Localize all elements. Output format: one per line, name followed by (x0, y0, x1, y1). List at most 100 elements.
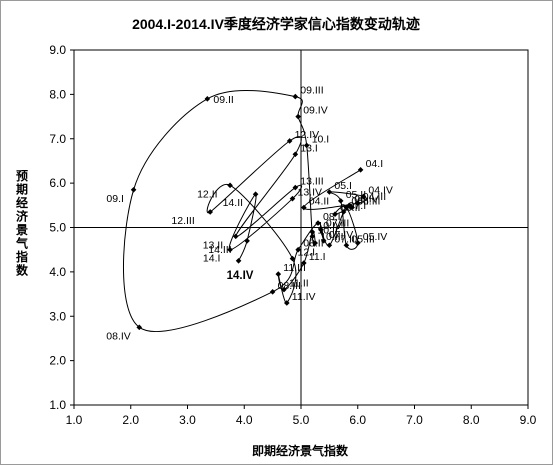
data-point-marker (360, 193, 367, 200)
data-point-marker (207, 209, 213, 215)
data-point-marker (295, 246, 301, 253)
x-tick-label: 6.0 (349, 413, 366, 427)
data-point-label: 08.I (323, 211, 341, 223)
data-point-marker (326, 189, 333, 195)
data-point-label: 05.IV (363, 231, 388, 243)
data-point-marker (292, 93, 299, 100)
data-point-label: 04.III (363, 191, 386, 203)
data-point-marker (312, 240, 318, 246)
data-point-label: 14.III (208, 244, 231, 256)
y-axis-title: 预期经济景气指数 (15, 169, 29, 277)
data-point-marker (204, 96, 211, 102)
data-point-label: 14.IV (227, 270, 254, 282)
data-point-label: 08.IV (106, 330, 131, 342)
y-tick-label: 8.0 (49, 87, 66, 101)
data-point-marker (346, 202, 353, 209)
data-point-marker (136, 324, 143, 331)
data-point-marker (289, 195, 296, 202)
data-point-label: 06.I (351, 196, 369, 208)
y-axis-title-char: 期 (16, 181, 28, 196)
data-point-label: 12.III (171, 215, 194, 227)
y-tick-label: 7.0 (49, 132, 66, 146)
data-point-label: 12.I (298, 247, 316, 259)
y-tick-label: 4.0 (49, 265, 66, 279)
y-axis-title-char: 数 (16, 262, 29, 277)
data-point-marker (252, 191, 259, 198)
data-point-label: 11.I (309, 251, 326, 263)
data-point-marker (337, 198, 344, 204)
data-point-label: 13.I (300, 142, 318, 154)
y-tick-label: 1.0 (49, 398, 66, 412)
x-tick-label: 8.0 (463, 413, 480, 427)
data-point-label: 06.III (357, 196, 380, 208)
x-tick-label: 9.0 (520, 413, 537, 427)
data-point-label: 04.IV (368, 184, 393, 196)
data-point-label: 09.III (300, 85, 323, 97)
plot-area: 1.0 2.0 3.0 4.0 5.0 6.0 7.0 8.0 9.0 1.0 2.0 3.0 4.0 5… (49, 43, 536, 427)
data-point-marker (349, 204, 355, 211)
data-point-label: 09.I (106, 193, 124, 205)
data-point-label: 11.III (283, 262, 306, 274)
data-point-marker (286, 138, 293, 144)
data-point-marker (227, 182, 233, 189)
data-point-label: 10.IV (317, 220, 342, 232)
data-point-marker (281, 286, 287, 293)
data-point-label: 10.I (312, 133, 330, 145)
data-point-label: 14.I (203, 253, 221, 265)
y-tick-label: 3.0 (49, 309, 66, 323)
data-point-label: 05.II (346, 189, 366, 201)
data-point-marker (295, 113, 301, 120)
data-point-marker (320, 238, 327, 244)
chart-title: 2004.I-2014.IV季度经济学家信心指数变动轨迹 (132, 16, 420, 32)
data-point-marker (284, 300, 290, 306)
data-point-marker (301, 204, 307, 211)
data-point-marker (301, 260, 307, 266)
data-point-marker (315, 220, 321, 226)
data-point-marker (354, 200, 361, 206)
y-axis-title-char: 指 (16, 249, 28, 264)
y-axis-title-char: 预 (16, 169, 28, 183)
data-point-label: 09.IV (303, 105, 328, 117)
y-tick-label: 2.0 (49, 354, 66, 368)
data-point-label: 12.II (197, 188, 217, 200)
y-tick-label: 5.0 (49, 221, 66, 235)
x-tick-label: 3.0 (179, 413, 196, 427)
data-point-label: 13.III (300, 176, 323, 188)
y-axis-title-char: 经 (16, 195, 28, 210)
data-point-marker (269, 289, 276, 295)
y-axis-title-char: 济 (16, 208, 29, 223)
data-point-label: 09.II (213, 94, 233, 106)
data-point-marker (292, 151, 299, 158)
data-point-label: 04.I (366, 158, 384, 170)
data-point-marker (289, 255, 296, 262)
data-point-marker (332, 211, 338, 217)
y-tick-label: 9.0 (49, 43, 66, 57)
data-point-marker (354, 240, 361, 246)
x-tick-label: 5.0 (293, 413, 310, 427)
x-tick-label: 7.0 (406, 413, 423, 427)
data-point-marker (309, 229, 316, 235)
data-point-label: 07.I (349, 200, 367, 212)
data-point-label: 13.II (203, 239, 223, 251)
data-point-marker (357, 167, 364, 173)
x-tick-label: 4.0 (236, 413, 253, 427)
data-point-marker (343, 242, 350, 249)
data-point-marker (309, 233, 316, 240)
data-point-marker (244, 238, 250, 244)
data-point-label: 12.IV (295, 129, 320, 141)
data-point-marker (232, 233, 239, 240)
data-point-label: 07.II (334, 233, 354, 245)
y-axis-title-char: 景 (16, 223, 28, 237)
data-point-label: 07.III (326, 218, 349, 230)
data-point-label: 05.I (334, 180, 352, 192)
data-point-label: 06.IV (354, 193, 379, 205)
data-point-marker (318, 226, 324, 233)
y-tick-label: 6.0 (49, 176, 66, 190)
data-point-label: 07.IV (329, 229, 354, 241)
data-point-marker (340, 209, 347, 215)
data-point-marker (275, 271, 282, 277)
data-point-marker (303, 142, 310, 149)
data-point-marker (292, 184, 299, 191)
